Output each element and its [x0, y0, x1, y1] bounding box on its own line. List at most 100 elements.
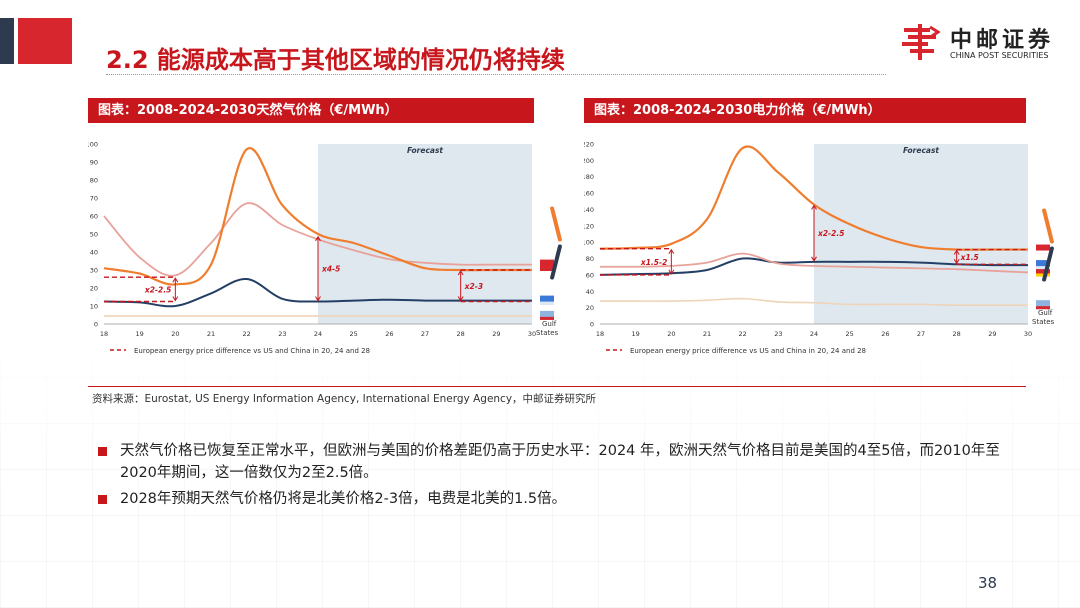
bullet-item: 天然气价格已恢复至正常水平，但欧洲与美国的价格差距仍高于历史水平：2024 年，… — [96, 440, 1016, 484]
background-grid — [0, 330, 1080, 608]
arrow-head-up — [172, 277, 179, 283]
china-post-logo-icon — [902, 24, 941, 60]
x-tick-label: 24 — [314, 330, 322, 338]
x-tick-label: 26 — [881, 330, 889, 338]
arrow-head-up — [457, 270, 464, 276]
x-tick-label: 21 — [703, 330, 711, 338]
arrow-head-up — [953, 249, 960, 255]
title-divider — [106, 74, 886, 75]
y-tick-label: 0 — [94, 321, 98, 329]
gas-chart-title: 图表：2008-2024-2030天然气价格（€/MWh） — [88, 98, 534, 123]
x-tick-label: 29 — [492, 330, 500, 338]
multiplier-label: x1.5 — [960, 253, 979, 262]
region-flag-icon — [540, 295, 554, 305]
gulf-label-line2: States — [536, 329, 559, 337]
x-tick-label: 18 — [596, 330, 604, 338]
x-tick-label: 28 — [457, 330, 465, 338]
y-tick-label: 0 — [590, 321, 594, 329]
x-tick-label: 19 — [136, 330, 144, 338]
y-tick-label: 90 — [90, 159, 98, 167]
x-tick-label: 18 — [100, 330, 108, 338]
y-tick-label: 30 — [90, 267, 98, 275]
multiplier-label: x2-2.5 — [144, 285, 171, 294]
y-tick-label: 80 — [90, 177, 98, 185]
arrow-head-down — [457, 296, 464, 302]
y-tick-label: 100 — [584, 239, 594, 247]
corner-accent-red — [18, 18, 72, 64]
forecast-region — [318, 144, 532, 324]
legend-label: European energy price difference vs US a… — [134, 347, 370, 355]
y-tick-label: 200 — [584, 157, 594, 165]
x-tick-label: 29 — [988, 330, 996, 338]
y-tick-label: 40 — [586, 288, 594, 296]
x-tick-label: 23 — [774, 330, 782, 338]
arrow-head-up — [315, 235, 321, 242]
corner-accent-blue — [0, 18, 14, 64]
y-tick-label: 180 — [584, 173, 594, 181]
y-tick-label: 20 — [90, 285, 98, 293]
y-tick-label: 220 — [584, 141, 594, 149]
y-tick-label: 70 — [90, 195, 98, 203]
logo-name-cn: 中邮证券 — [950, 28, 1055, 53]
region-flag-icon — [540, 310, 554, 320]
logo-name-en: CHINA POST SECURITIES — [950, 51, 1049, 60]
y-tick-label: 60 — [90, 213, 98, 221]
series-line-orange — [599, 145, 1028, 251]
arrow-head-up — [811, 204, 817, 210]
region-flag-icon-stripe — [540, 316, 554, 320]
gas-price-chart: Forecast 0 10 20 30 40 50 60 70 80 90 100 18 19 20 21 22… — [88, 141, 559, 356]
legend-label: European energy price difference vs US a… — [630, 347, 866, 355]
company-logo: 中邮证券 CHINA POST SECURITIES — [900, 22, 1070, 64]
x-tick-label: 27 — [917, 330, 925, 338]
arrow-head-down — [315, 296, 321, 302]
x-tick-label: 30 — [1024, 330, 1032, 338]
y-tick-label: 160 — [584, 190, 594, 198]
electricity-chart-title: 图表：2008-2024-2030电力价格（€/MWh） — [584, 98, 1026, 123]
page-number: 38 — [978, 574, 998, 592]
multiplier-label: x4-5 — [321, 265, 340, 274]
multiplier-label: x2-2.5 — [817, 229, 844, 238]
source-divider — [88, 386, 1026, 387]
x-tick-label: 21 — [207, 330, 215, 338]
bullet-text: 2028年预期天然气价格仍将是北美价格2-3倍，电费是北美的1.5倍。 — [120, 491, 567, 507]
electricity-price-chart: Forecast 0 20 40 60 80 100 120 140 160 180 200 220 18… — [584, 141, 1055, 356]
bullet-text: 天然气价格已恢复至正常水平，但欧洲与美国的价格差距仍高于历史水平：2024 年，… — [120, 443, 1000, 481]
y-tick-label: 40 — [90, 249, 98, 257]
x-tick-label: 20 — [171, 330, 179, 338]
region-flag-icon-stripe — [1036, 266, 1050, 270]
y-tick-label: 140 — [584, 206, 594, 214]
bullet-square-icon — [98, 495, 107, 504]
region-flag-icon-stripe — [1036, 250, 1050, 254]
y-tick-label: 100 — [88, 141, 98, 149]
page-title: 2.2 能源成本高于其他区域的情况仍将持续 — [106, 46, 565, 74]
forecast-label: Forecast — [407, 146, 443, 155]
y-tick-label: 120 — [584, 222, 594, 230]
bullet-item: 2028年预期天然气价格仍将是北美价格2-3倍，电费是北美的1.5倍。 — [96, 488, 1016, 510]
arrow-head-down — [172, 296, 179, 302]
forecast-region — [814, 144, 1028, 324]
x-tick-label: 19 — [632, 330, 640, 338]
y-tick-label: 20 — [586, 304, 594, 312]
arrow-head-down — [811, 256, 817, 262]
region-flag-icon-stripe — [540, 301, 554, 305]
y-tick-label: 10 — [90, 303, 98, 311]
y-tick-label: 80 — [586, 255, 594, 263]
x-tick-label: 24 — [810, 330, 818, 338]
region-flag-icon — [1036, 244, 1050, 254]
bullet-square-icon — [98, 447, 107, 456]
x-tick-label: 26 — [385, 330, 393, 338]
x-tick-label: 25 — [846, 330, 854, 338]
x-tick-label: 25 — [350, 330, 358, 338]
arrow-head-down — [953, 259, 960, 265]
x-tick-label: 27 — [421, 330, 429, 338]
gulf-label-line2: States — [1032, 318, 1055, 326]
x-tick-label: 30 — [528, 330, 536, 338]
multiplier-label: x1.5-2 — [640, 258, 667, 267]
region-flag-icon — [540, 259, 554, 269]
region-flag-icon — [1036, 260, 1050, 270]
arrow-head-down — [668, 269, 675, 275]
region-flag-icon — [1036, 300, 1050, 310]
forecast-label: Forecast — [903, 146, 939, 155]
x-tick-label: 22 — [739, 330, 747, 338]
x-tick-label: 23 — [278, 330, 286, 338]
